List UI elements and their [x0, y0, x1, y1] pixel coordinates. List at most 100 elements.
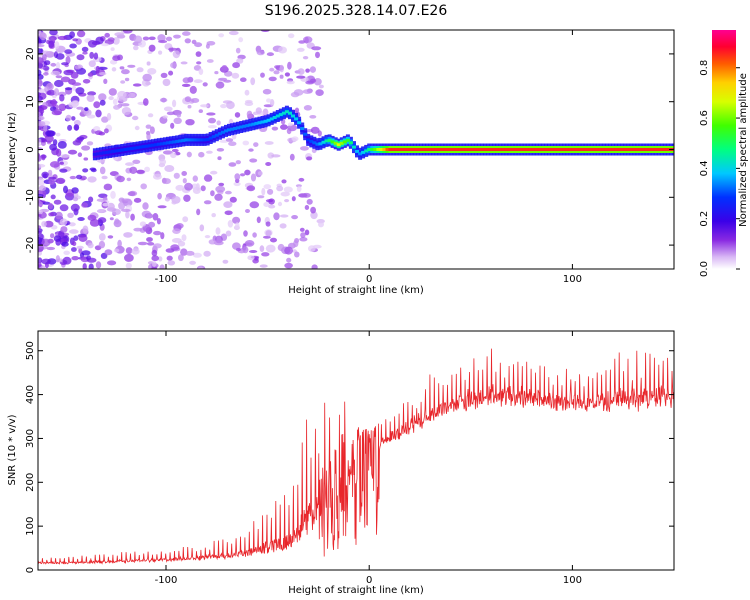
spectrogram-ridge-core [586, 148, 591, 151]
spectrogram-speckle-cell [223, 201, 233, 209]
spectrogram-speckle-cell [143, 98, 149, 106]
spectrogram-speckle-cell [195, 51, 202, 57]
spectrogram-ridge-core [205, 138, 210, 141]
spectrogram-speckle-cell [286, 257, 292, 263]
spectrogram-speckle-cell [193, 79, 203, 84]
spectrogram-speckle-cell [51, 99, 57, 107]
spectrogram-speckle-cell [182, 77, 191, 84]
spectrogram-speckle-cell [182, 178, 187, 184]
spectrogram-speckle-cell [95, 36, 104, 45]
spectrogram-ridge-core [653, 148, 658, 151]
spectrogram-speckle-cell [93, 126, 101, 132]
spectrogram-speckle-cell [158, 256, 163, 262]
x-tick-label: -100 [155, 274, 178, 285]
spectrogram-speckle-cell [164, 165, 175, 172]
spectrogram-speckle-cell [103, 78, 108, 85]
spectrogram-ridge-core [595, 148, 600, 151]
spectrogram-speckle-cell [97, 217, 107, 224]
spectrogram-speckle-cell [187, 104, 192, 109]
spectrogram-speckle-cell [118, 197, 125, 203]
spectrogram-speckle-cell [222, 259, 229, 264]
spectrogram-speckle-cell [127, 191, 136, 196]
spectrogram-speckle-cell [191, 183, 199, 190]
spectrogram-speckle-cell [185, 250, 195, 256]
spectrogram-speckle-cell [310, 206, 316, 214]
spectrogram-speckle-cell [300, 232, 306, 239]
spectrogram-speckle-cell [298, 177, 305, 182]
spectrogram-speckle-cell [172, 50, 181, 59]
spectrogram-speckle-cell [132, 115, 139, 121]
spectrogram-y-ticks: -20 -10 0 10 20 [25, 48, 674, 253]
spectrogram-ridge-core [345, 138, 350, 142]
spectrogram-speckle-cell [55, 61, 61, 70]
spectrogram-ridge-core [522, 148, 527, 151]
spectrogram-speckle-cell [259, 264, 268, 268]
spectrogram-speckle-cell [147, 68, 157, 75]
spectrogram-speckle-cell [311, 46, 322, 51]
spectrogram-speckle-cell [284, 262, 293, 269]
spectrogram-speckle-cell [296, 186, 302, 192]
spectrogram-speckle-cell [142, 202, 149, 210]
spectrogram-ridge-core [376, 148, 381, 151]
spectrogram-speckle-cell [296, 47, 305, 52]
spectrogram-speckle-cell [110, 47, 115, 51]
spectrogram-speckle-cell [149, 126, 155, 134]
spectrogram-ridge-core [501, 148, 506, 151]
spectrogram-ridge-core [333, 141, 338, 145]
spectrogram-speckle-cell [41, 238, 51, 247]
spectrogram-ridge-core [553, 148, 558, 151]
spectrogram-ridge-core [464, 148, 469, 151]
spectrogram-speckle-cell [48, 212, 55, 217]
spectrogram-speckle-cell [177, 240, 186, 247]
spectrogram-speckle-cell [72, 140, 82, 146]
spectrogram-speckle-cell [65, 56, 71, 65]
spectrogram-speckle-cell [38, 261, 42, 268]
spectrogram-speckle-cell [118, 201, 126, 210]
spectrogram-ridge-core [473, 148, 478, 151]
spectrogram-speckle-cell [81, 202, 89, 208]
spectrogram-ridge-core [95, 152, 100, 156]
spectrogram-speckle-cell [136, 169, 145, 174]
spectrogram-ridge-core [388, 148, 393, 151]
spectrogram-speckle-cell [136, 67, 144, 73]
spectrogram-speckle-cell [98, 66, 108, 70]
spectrogram-ridge-core [519, 148, 524, 151]
spectrogram-speckle-cell [255, 107, 262, 114]
spectrogram-speckle-cell [153, 230, 162, 236]
spectrogram-speckle-cell [170, 122, 175, 129]
spectrogram-speckle-cell [157, 34, 166, 42]
spectrogram-speckle-cell [265, 162, 272, 166]
spectrogram-speckle-cell [185, 119, 195, 126]
spectrogram-ridge-core [379, 148, 384, 151]
spectrogram-ridge-core [260, 120, 265, 124]
spectrogram-ridge-core [443, 148, 448, 151]
spectrogram-ridge-core [446, 148, 451, 151]
spectrogram-speckle-cell [116, 175, 125, 183]
spectrogram-speckle-cell [225, 190, 232, 195]
spectrogram-ridge-core [665, 148, 670, 151]
spectrogram-ridge-core [635, 148, 640, 151]
spectrogram-speckle-cell [216, 120, 221, 126]
spectrogram-speckle-cell [86, 114, 96, 119]
spectrogram-ridge-core [178, 139, 183, 143]
spectrogram-speckle-cell [162, 178, 171, 185]
spectrogram-speckle-cell [311, 264, 318, 269]
spectrogram-speckle-cell [305, 68, 310, 73]
spectrogram-speckle-cell [106, 112, 112, 121]
spectrogram-speckle-cell [205, 43, 210, 49]
spectrogram-speckle-cell [170, 62, 177, 69]
spectrogram-speckle-cell [207, 125, 217, 129]
spectrogram-ridge-core [452, 148, 457, 151]
spectrogram-speckle-cell [41, 171, 49, 178]
spectrogram-speckle-cell [189, 85, 197, 94]
spectrogram-speckle-cell [284, 199, 290, 203]
spectrogram-speckle-cell [291, 136, 299, 142]
spectrogram-speckle-cell [224, 210, 233, 216]
spectrogram-speckle-cell [113, 104, 121, 110]
spectrogram-speckle-cell [54, 79, 64, 88]
spectrogram-speckle-cell [60, 226, 68, 233]
spectrogram-speckle-cell [82, 51, 88, 55]
spectrogram-speckle-cell [304, 36, 309, 44]
spectrogram-speckle-cell [240, 173, 246, 177]
